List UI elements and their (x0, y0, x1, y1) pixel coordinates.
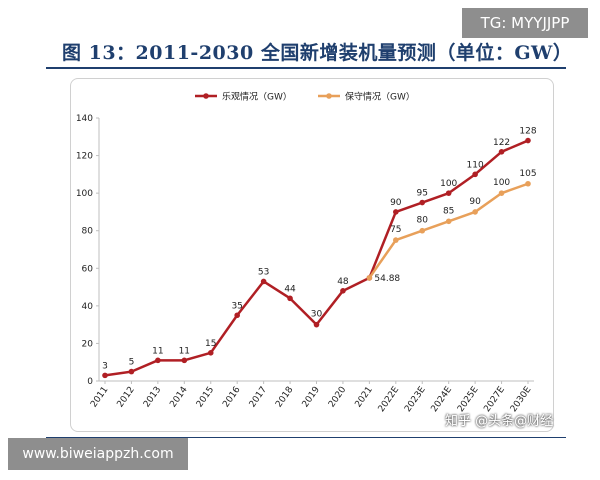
optimistic-point (128, 368, 135, 375)
conservative-point (419, 227, 426, 234)
x-tick-label: 2014 (168, 385, 189, 410)
optimistic-data-label: 48 (337, 277, 349, 287)
telegram-watermark: TG: MYYJJPP (462, 8, 588, 38)
optimistic-data-label: 11 (179, 346, 190, 356)
optimistic-data-label: 100 (440, 179, 457, 189)
y-tick-label: 0 (87, 377, 93, 387)
chart-title: 图 13：2011-2030 全国新增装机量预测（单位：GW） (62, 42, 573, 64)
conservative-data-label: 100 (493, 178, 510, 188)
conservative-data-label: 90 (469, 197, 481, 207)
optimistic-data-label: 110 (467, 160, 484, 170)
optimistic-data-label: 15 (205, 339, 216, 349)
optimistic-data-label: 128 (519, 127, 536, 137)
x-tick-label: 2019 (301, 385, 322, 410)
x-tick-label: 2015 (195, 385, 216, 409)
legend-conservative-marker (326, 93, 332, 99)
optimistic-data-label: 3 (102, 361, 108, 371)
conservative-point (366, 275, 373, 281)
x-tick-label: 2022E (377, 385, 402, 414)
conservative-point (393, 237, 399, 243)
optimistic-data-label: 35 (231, 301, 242, 311)
optimistic-point (472, 171, 478, 178)
y-tick-label: 40 (82, 302, 94, 312)
conservative-data-label: 105 (519, 169, 536, 179)
y-tick-label: 120 (76, 152, 93, 162)
bottom-divider (46, 437, 566, 438)
x-tick-label: 2018 (274, 385, 295, 410)
optimistic-data-label: 11 (152, 346, 163, 356)
x-tick-label: 2020 (327, 385, 348, 410)
optimistic-series-line (104, 139, 529, 377)
optimistic-point (525, 137, 531, 144)
optimistic-point (393, 209, 399, 215)
x-tick-label: 2012 (116, 385, 137, 409)
optimistic-data-label: 5 (129, 358, 135, 368)
legend-optimistic-label: 乐观情况（GW） (222, 91, 292, 103)
optimistic-data-label: 44 (284, 284, 296, 294)
legend-optimistic-marker (203, 93, 209, 99)
optimistic-data-label: 30 (311, 310, 323, 320)
optimistic-data-label: 54.88 (374, 274, 400, 284)
optimistic-point (313, 321, 320, 328)
x-tick-label: 2013 (142, 385, 163, 409)
optimistic-point (181, 357, 188, 364)
optimistic-point (445, 190, 452, 196)
x-tick-label: 2021 (354, 385, 375, 409)
conservative-point (498, 190, 505, 196)
conservative-point (525, 180, 531, 187)
legend-conservative-label: 保守情况（GW） (345, 91, 415, 103)
y-tick-label: 140 (76, 114, 93, 124)
chart-frame (70, 78, 554, 432)
optimistic-point (102, 372, 108, 379)
optimistic-data-label: 53 (258, 267, 269, 277)
y-tick-label: 60 (82, 264, 94, 274)
title-divider (46, 67, 566, 69)
optimistic-point (498, 149, 505, 155)
optimistic-point (234, 312, 240, 319)
y-tick-label: 80 (82, 227, 94, 237)
optimistic-point (260, 278, 267, 285)
optimistic-point (340, 288, 346, 294)
conservative-data-label: 80 (417, 216, 429, 226)
optimistic-point (207, 350, 214, 356)
y-tick-label: 20 (82, 339, 94, 349)
x-tick-label: 2016 (221, 385, 242, 410)
x-tick-label: 2023E (403, 385, 428, 414)
conservative-point (445, 218, 452, 225)
x-tick-label: 2011 (89, 385, 110, 409)
conservative-data-label: 75 (390, 225, 401, 235)
optimistic-data-label: 95 (417, 189, 428, 199)
optimistic-point (155, 357, 161, 364)
x-tick-label: 2017 (248, 385, 269, 409)
conservative-point (472, 209, 478, 215)
optimistic-data-label: 122 (493, 138, 510, 148)
url-watermark: www.biweiappzh.com (8, 438, 188, 470)
y-tick-label: 100 (76, 189, 93, 199)
optimistic-data-label: 90 (390, 198, 402, 208)
optimistic-point (287, 295, 293, 302)
source-watermark: 知乎 @头条@财经 (445, 414, 554, 429)
optimistic-point (419, 199, 426, 206)
conservative-data-label: 85 (443, 206, 454, 216)
